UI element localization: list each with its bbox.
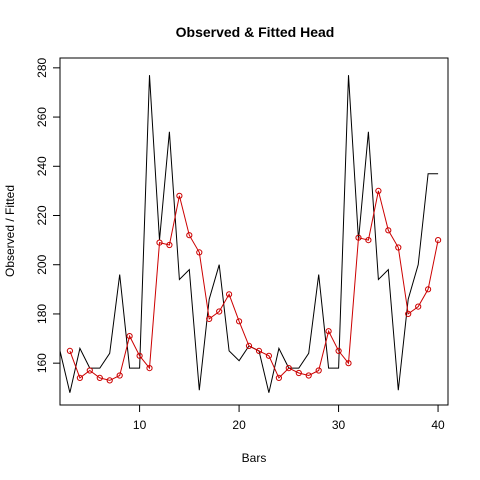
series-1-point-2 xyxy=(86,367,93,374)
series-1-point-23 xyxy=(295,369,302,377)
series-1-point-1 xyxy=(76,374,84,381)
x-tick-label-20: 20 xyxy=(232,418,246,432)
y-tick-label-260: 260 xyxy=(35,107,49,127)
series-1-point-15 xyxy=(216,308,223,315)
plot-area xyxy=(60,75,442,393)
chart-title: Observed & Fitted Head xyxy=(176,24,335,40)
series-1-point-26 xyxy=(325,328,332,335)
series-1-point-4 xyxy=(106,377,113,384)
series-1-point-10 xyxy=(166,241,173,249)
series-1-point-6 xyxy=(126,333,133,340)
series-1-point-27 xyxy=(335,347,342,354)
series-1-point-36 xyxy=(425,286,432,293)
y-axis-label: Observed / Fitted xyxy=(3,185,17,277)
series-line-0 xyxy=(60,75,439,393)
axes: 10 20 30 40 160 180 200 220 240 260 280 xyxy=(35,58,445,432)
series-1-point-11 xyxy=(176,192,183,199)
x-tick-label-40: 40 xyxy=(431,418,445,432)
x-axis-label: Bars xyxy=(242,451,267,465)
series-1-point-8 xyxy=(146,365,153,372)
series-1-point-12 xyxy=(186,232,193,239)
series-1-point-17 xyxy=(236,318,243,325)
series-1-point-22 xyxy=(285,365,292,372)
plot-frame xyxy=(59,57,449,406)
series-1-point-32 xyxy=(385,227,392,234)
series-line-1 xyxy=(69,190,439,381)
y-tick-label-200: 200 xyxy=(35,254,49,274)
series-1-point-35 xyxy=(415,303,422,310)
series-1-point-30 xyxy=(365,237,372,244)
series-1-point-25 xyxy=(315,367,322,374)
series-1-point-29 xyxy=(355,234,362,241)
series-1-point-34 xyxy=(405,310,412,317)
y-tick-label-160: 160 xyxy=(35,353,49,373)
series-1-point-18 xyxy=(245,342,253,349)
series-1-point-9 xyxy=(156,239,163,246)
series-1-point-28 xyxy=(345,360,352,367)
series-1-point-37 xyxy=(435,237,442,244)
series-1-point-21 xyxy=(275,374,282,381)
x-tick-label-10: 10 xyxy=(133,418,147,432)
series-1-point-33 xyxy=(395,244,402,251)
series-1-point-5 xyxy=(116,372,123,379)
y-tick-label-280: 280 xyxy=(35,58,49,78)
series-1-point-7 xyxy=(136,352,143,359)
series-1-point-19 xyxy=(255,347,263,354)
series-1-point-20 xyxy=(265,352,272,359)
y-tick-label-180: 180 xyxy=(35,304,49,324)
series-1-point-0 xyxy=(66,347,74,354)
series-1-point-3 xyxy=(96,374,103,381)
series-1-point-31 xyxy=(375,187,382,194)
x-tick-label-30: 30 xyxy=(332,418,346,432)
series-1-point-13 xyxy=(196,249,203,256)
y-tick-label-240: 240 xyxy=(35,156,49,176)
series-1-point-14 xyxy=(206,315,213,322)
series-1-point-16 xyxy=(226,291,233,298)
series-1-point-24 xyxy=(305,372,312,379)
y-tick-label-220: 220 xyxy=(35,205,49,225)
